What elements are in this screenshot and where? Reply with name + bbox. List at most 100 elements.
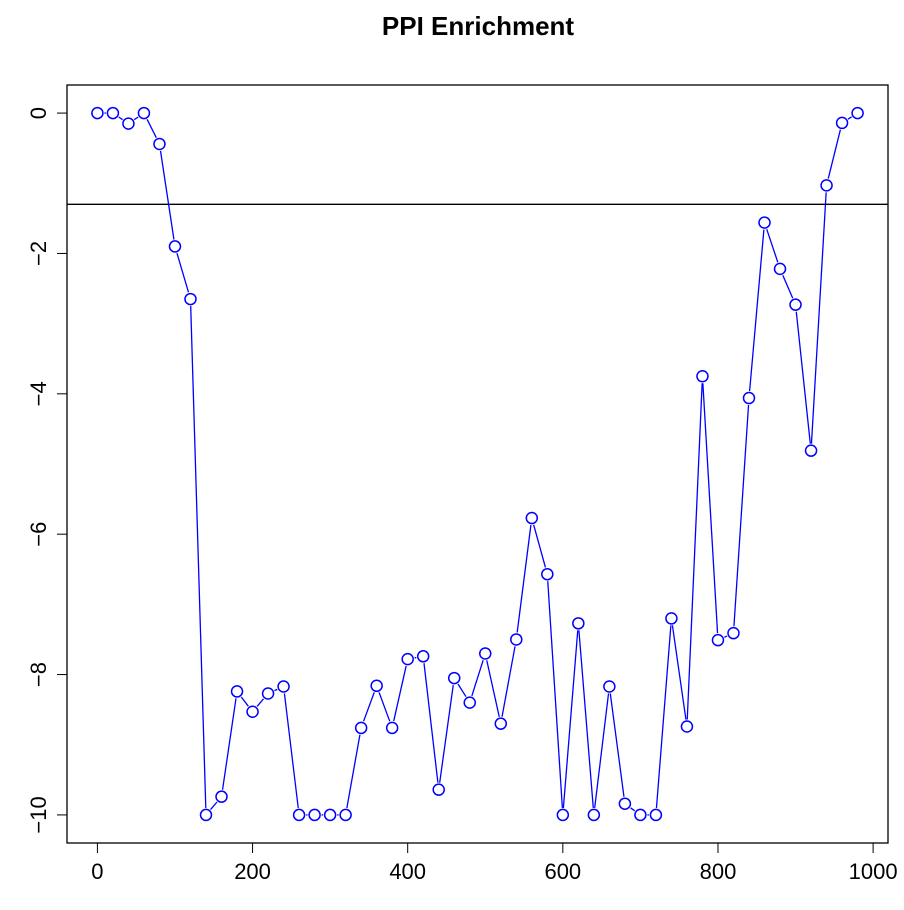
point bbox=[325, 809, 336, 820]
point bbox=[480, 648, 491, 659]
line-segment bbox=[687, 383, 702, 719]
line-segment bbox=[191, 306, 206, 808]
point bbox=[759, 217, 770, 228]
line-segment bbox=[703, 383, 718, 633]
plot-box bbox=[67, 85, 888, 843]
point bbox=[201, 809, 212, 820]
point bbox=[309, 809, 320, 820]
line-segment bbox=[828, 130, 840, 179]
point bbox=[790, 299, 801, 310]
point bbox=[635, 809, 646, 820]
point bbox=[216, 791, 227, 802]
point bbox=[232, 686, 243, 697]
point bbox=[247, 706, 258, 717]
line-segment bbox=[672, 625, 686, 719]
point bbox=[604, 681, 615, 692]
point bbox=[107, 108, 118, 119]
y-tick-label: 0 bbox=[26, 107, 51, 119]
point bbox=[495, 718, 506, 729]
point bbox=[294, 809, 305, 820]
point bbox=[92, 108, 103, 119]
y-tick-label: −4 bbox=[26, 381, 51, 406]
point bbox=[185, 294, 196, 305]
point bbox=[464, 697, 475, 708]
point bbox=[278, 681, 289, 692]
point bbox=[356, 722, 367, 733]
point bbox=[169, 241, 180, 252]
line-segment bbox=[534, 525, 546, 568]
line-segment bbox=[161, 151, 174, 240]
point bbox=[433, 784, 444, 795]
y-tick-label: −6 bbox=[26, 522, 51, 547]
line-segment bbox=[750, 230, 764, 392]
line-segment bbox=[147, 119, 156, 137]
x-tick-label: 200 bbox=[234, 859, 271, 884]
y-tick-label: −8 bbox=[26, 662, 51, 687]
chart-title: PPI Enrichment bbox=[382, 11, 574, 41]
line-segment bbox=[223, 698, 236, 789]
x-tick-label: 0 bbox=[91, 859, 103, 884]
line-segment bbox=[734, 405, 749, 626]
point bbox=[154, 138, 165, 149]
point bbox=[138, 108, 149, 119]
line-segment bbox=[811, 192, 826, 443]
point bbox=[263, 688, 274, 699]
line-segment bbox=[548, 581, 563, 808]
line-segment bbox=[274, 689, 277, 690]
point bbox=[588, 809, 599, 820]
line-segment bbox=[177, 253, 189, 292]
point bbox=[340, 809, 351, 820]
y-tick-label: −10 bbox=[26, 796, 51, 833]
line-segment bbox=[379, 692, 390, 721]
point bbox=[573, 618, 584, 629]
x-tick-label: 400 bbox=[389, 859, 426, 884]
line-segment bbox=[579, 630, 593, 808]
point bbox=[712, 635, 723, 646]
line-segment bbox=[631, 808, 635, 811]
point bbox=[728, 628, 739, 639]
line-segment bbox=[517, 525, 531, 633]
line-segment bbox=[656, 625, 670, 808]
line-segment bbox=[783, 275, 793, 298]
y-tick-label: −2 bbox=[26, 241, 51, 266]
x-tick-label: 600 bbox=[544, 859, 581, 884]
point bbox=[402, 654, 413, 665]
point bbox=[681, 721, 692, 732]
line-segment bbox=[502, 646, 515, 716]
point bbox=[123, 118, 134, 129]
line-segment bbox=[767, 229, 778, 262]
x-tick-label: 800 bbox=[700, 859, 737, 884]
line-segment bbox=[440, 685, 454, 783]
line-segment bbox=[472, 660, 483, 696]
point bbox=[557, 809, 568, 820]
line-segment bbox=[347, 735, 360, 808]
point bbox=[371, 680, 382, 691]
point bbox=[821, 180, 832, 191]
line-segment bbox=[724, 636, 727, 637]
point bbox=[743, 393, 754, 404]
point bbox=[666, 613, 677, 624]
line-segment bbox=[595, 693, 609, 808]
point bbox=[837, 117, 848, 128]
line-segment bbox=[487, 660, 499, 717]
point bbox=[775, 263, 786, 274]
point bbox=[449, 673, 460, 684]
line-segment bbox=[211, 802, 217, 810]
line-segment bbox=[424, 663, 438, 782]
point bbox=[619, 798, 630, 809]
line-segment bbox=[134, 117, 138, 120]
line-segment bbox=[364, 692, 375, 721]
line-segment bbox=[241, 697, 248, 706]
point bbox=[852, 108, 863, 119]
point bbox=[697, 371, 708, 382]
line-segment bbox=[284, 693, 298, 808]
line-segment bbox=[796, 312, 810, 444]
line-segment bbox=[563, 630, 577, 808]
point bbox=[806, 445, 817, 456]
point bbox=[542, 569, 553, 580]
line-segment bbox=[394, 666, 406, 721]
point bbox=[526, 513, 537, 524]
point bbox=[387, 722, 398, 733]
